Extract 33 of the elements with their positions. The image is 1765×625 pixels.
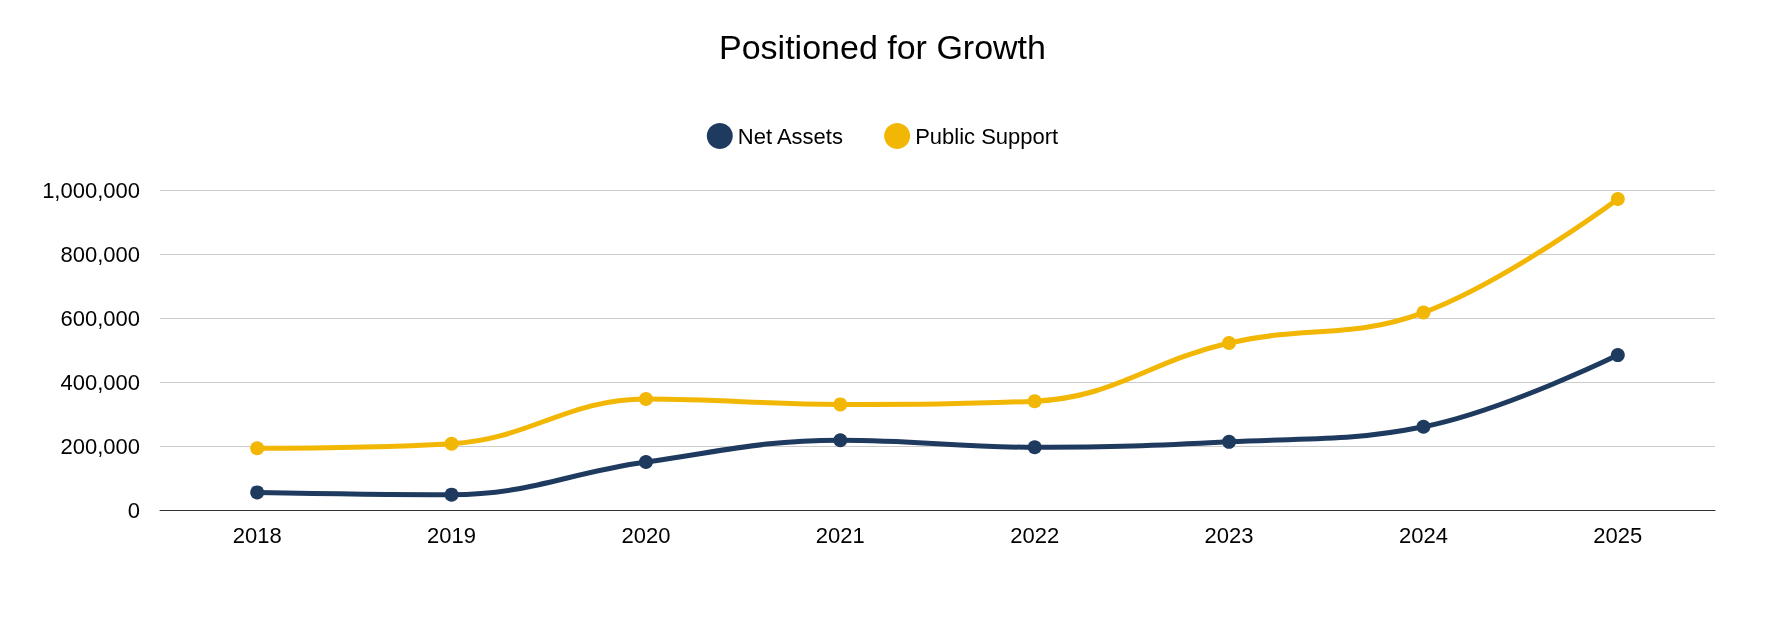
y-tick-label: 400,000 — [60, 369, 140, 395]
y-tick-label: 0 — [127, 497, 140, 523]
y-tick-label: 600,000 — [60, 305, 140, 331]
y-tick-label: 200,000 — [60, 433, 140, 459]
legend-label: Net Assets — [737, 123, 843, 149]
point — [444, 436, 459, 451]
y-tick-label: 1,000,000 — [42, 177, 140, 203]
y-tick-label: 800,000 — [60, 241, 140, 267]
point — [250, 485, 265, 500]
x-tick-label: 2020 — [621, 522, 671, 548]
x-tick-label: 2024 — [1398, 522, 1448, 548]
point — [1416, 419, 1431, 434]
x-tick-label: 2021 — [815, 522, 865, 548]
point — [833, 397, 848, 412]
point — [638, 455, 653, 469]
x-tick-label: 2025 — [1593, 522, 1643, 548]
point — [1222, 434, 1237, 449]
point — [1416, 305, 1431, 320]
chart-title: Positioned for Growth — [719, 28, 1046, 66]
point — [1610, 191, 1625, 206]
point — [833, 433, 848, 448]
x-tick-label: 2018 — [232, 522, 282, 548]
point — [444, 487, 459, 502]
point — [638, 391, 653, 406]
x-tick-label: 2022 — [1010, 522, 1060, 548]
x-tick-label: 2023 — [1204, 522, 1254, 548]
x-tick-label: 2019 — [427, 522, 477, 548]
point — [1610, 348, 1625, 363]
point — [250, 441, 265, 456]
legend-label: Public Support — [915, 123, 1059, 149]
point — [1027, 394, 1042, 409]
point — [1027, 440, 1042, 455]
point — [1222, 335, 1237, 350]
